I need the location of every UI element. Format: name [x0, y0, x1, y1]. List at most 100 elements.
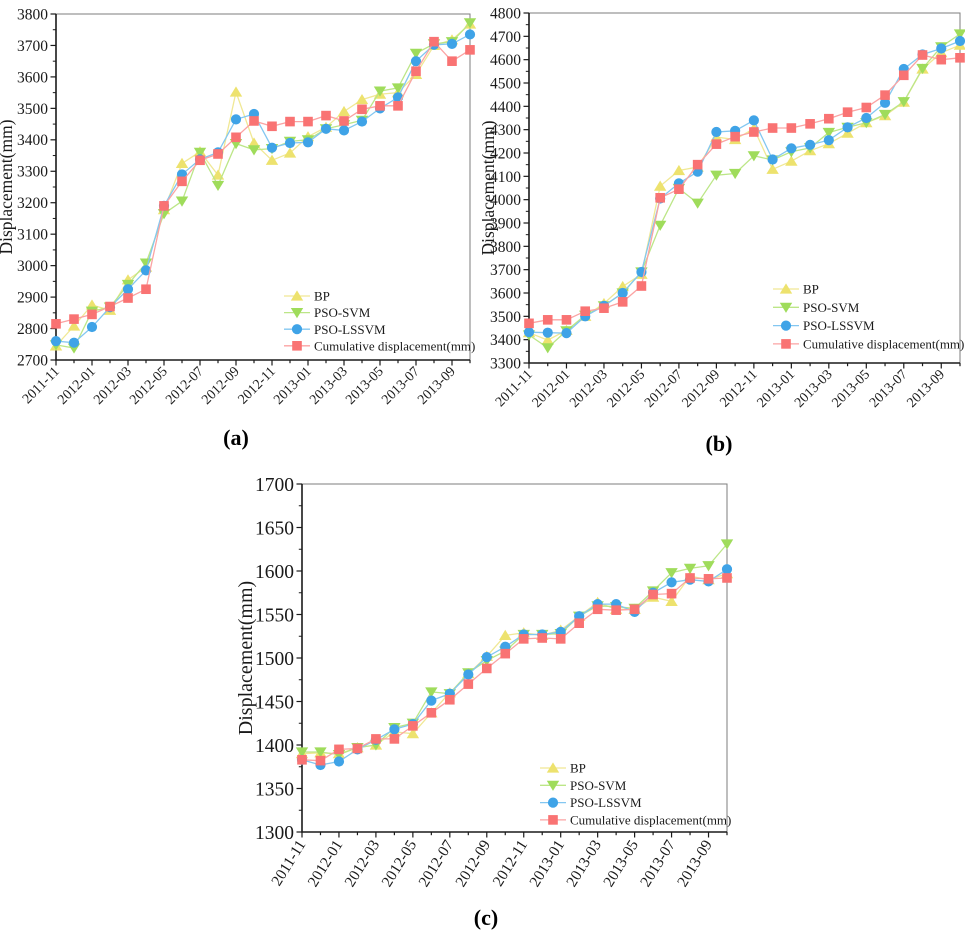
marker-pso-lssvm	[748, 115, 759, 126]
marker-cumulative-displacement-mm	[429, 36, 439, 47]
marker-pso-lssvm	[356, 116, 368, 127]
legend-label-pso-lssvm: PSO-LSSVM	[314, 322, 386, 337]
marker-pso-svm	[822, 127, 836, 139]
marker-cumulative-displacement-mm	[648, 589, 658, 600]
marker-pso-svm	[409, 48, 423, 59]
x-tick-label: 2013-03	[563, 837, 605, 890]
legend-marker-bp	[779, 283, 793, 294]
marker-bp	[67, 320, 81, 331]
series-line-bp	[301, 572, 728, 755]
marker-cumulative-displacement-mm	[805, 119, 815, 129]
marker-cumulative-displacement-mm	[955, 53, 965, 63]
y-tick-label: 4500	[490, 75, 521, 92]
caption-c: (c)	[473, 905, 499, 930]
y-tick-label: 3600	[490, 285, 521, 302]
legend-marker-pso-lssvm	[547, 797, 559, 808]
legend-marker-pso-lssvm	[291, 324, 303, 335]
marker-pso-lssvm	[804, 139, 816, 150]
marker-cumulative-displacement-mm	[524, 318, 534, 329]
marker-pso-lssvm	[879, 97, 891, 108]
x-tick-label: 2012-05	[605, 367, 649, 411]
marker-pso-lssvm	[389, 724, 400, 735]
marker-pso-svm	[720, 539, 734, 550]
marker-cumulative-displacement-mm	[463, 679, 474, 689]
legend-label-pso-lssvm: PSO-LSSVM	[570, 795, 642, 810]
marker-cumulative-displacement-mm	[574, 618, 584, 628]
legend-label-cumulative-displacement-mm: Cumulative displacement(mm)	[570, 812, 731, 827]
plot-border	[301, 483, 728, 833]
marker-cumulative-displacement-mm	[426, 708, 437, 718]
marker-pso-svm	[878, 109, 892, 121]
marker-cumulative-displacement-mm	[375, 101, 385, 111]
marker-pso-lssvm	[463, 669, 474, 680]
marker-cumulative-displacement-mm	[617, 297, 628, 307]
legend-marker-bp	[546, 762, 560, 773]
series-line-pso-svm	[528, 33, 961, 349]
marker-cumulative-displacement-mm	[177, 176, 187, 187]
y-tick-label: 4400	[490, 99, 521, 116]
y-axis-title: Displacement(mm)	[482, 120, 498, 255]
marker-cumulative-displacement-mm	[357, 104, 367, 115]
marker-cumulative-displacement-mm	[936, 54, 947, 65]
y-tick-label: 4800	[490, 5, 521, 22]
x-tick-label: 2013-07	[637, 837, 679, 890]
marker-cumulative-displacement-mm	[352, 743, 363, 754]
x-tick-label: 2012-11	[236, 364, 279, 407]
marker-cumulative-displacement-mm	[249, 116, 259, 126]
chart-b-plot: 3300 3400 3500 3600 3700 3800 3900 4000 4100 4200…	[482, 5, 965, 411]
legend-marker-bp	[290, 290, 304, 301]
marker-cumulative-displacement-mm	[580, 306, 591, 316]
marker-pso-lssvm	[266, 142, 278, 153]
y-tick-label: 3500	[490, 309, 521, 326]
x-tick-label: 2013-09	[904, 367, 948, 411]
marker-pso-svm	[541, 343, 554, 354]
legend-marker-cumulative-displacement-mm	[292, 341, 302, 351]
y-tick-label: 4600	[490, 52, 521, 69]
legend-label-pso-lssvm: PSO-LSSVM	[803, 318, 875, 333]
chart-c-plot: 1300 1350 1400 1450 1500 1550 1600 1650 1700 2011…	[238, 475, 734, 890]
marker-pso-svm	[710, 170, 723, 181]
x-tick-label: 2013-05	[830, 367, 874, 411]
marker-cumulative-displacement-mm	[334, 744, 344, 755]
marker-bp	[665, 595, 678, 607]
marker-pso-svm	[373, 86, 387, 97]
x-tick-label: 2011-11	[268, 837, 309, 889]
x-tick-label: 2012-01	[305, 837, 347, 890]
x-tick-label: 2012-07	[415, 837, 457, 890]
marker-cumulative-displacement-mm	[722, 573, 732, 583]
legend-label-bp: BP	[314, 289, 330, 304]
marker-pso-lssvm	[140, 265, 152, 276]
marker-pso-lssvm	[50, 336, 62, 347]
marker-bp	[766, 163, 779, 174]
marker-cumulative-displacement-mm	[730, 131, 740, 142]
y-tick-label: 2800	[17, 321, 48, 338]
marker-bp	[283, 147, 297, 158]
marker-cumulative-displacement-mm	[629, 604, 640, 615]
y-tick-label: 1450	[255, 692, 294, 713]
marker-pso-lssvm	[338, 125, 350, 136]
marker-pso-lssvm	[464, 29, 476, 40]
marker-cumulative-displacement-mm	[267, 121, 277, 132]
series-markers-cumulative-displacement-mm	[51, 36, 475, 329]
marker-pso-svm	[193, 147, 207, 158]
marker-pso-svm	[425, 687, 438, 698]
marker-pso-lssvm	[767, 154, 778, 165]
marker-cumulative-displacement-mm	[655, 193, 665, 203]
series-line-cumulative-displacement-mm	[301, 577, 728, 762]
marker-bp	[785, 155, 798, 166]
series-markers-cumulative-displacement-mm	[524, 50, 965, 329]
marker-pso-svm	[247, 145, 261, 156]
x-tick-label: 2013-09	[674, 837, 716, 890]
x-tick-label: 2012-05	[378, 837, 420, 890]
series-line-cumulative-displacement-mm	[528, 54, 961, 324]
marker-cumulative-displacement-mm	[861, 102, 872, 113]
marker-cumulative-displacement-mm	[389, 734, 400, 744]
series-markers-bp	[522, 39, 965, 345]
y-tick-label: 3000	[17, 258, 48, 275]
x-tick-label: 2012-03	[567, 367, 611, 411]
y-tick-label: 4000	[490, 192, 521, 209]
series-line-pso-lssvm	[301, 568, 728, 766]
x-tick-label: 2012-09	[680, 367, 724, 411]
marker-pso-svm	[211, 180, 225, 192]
